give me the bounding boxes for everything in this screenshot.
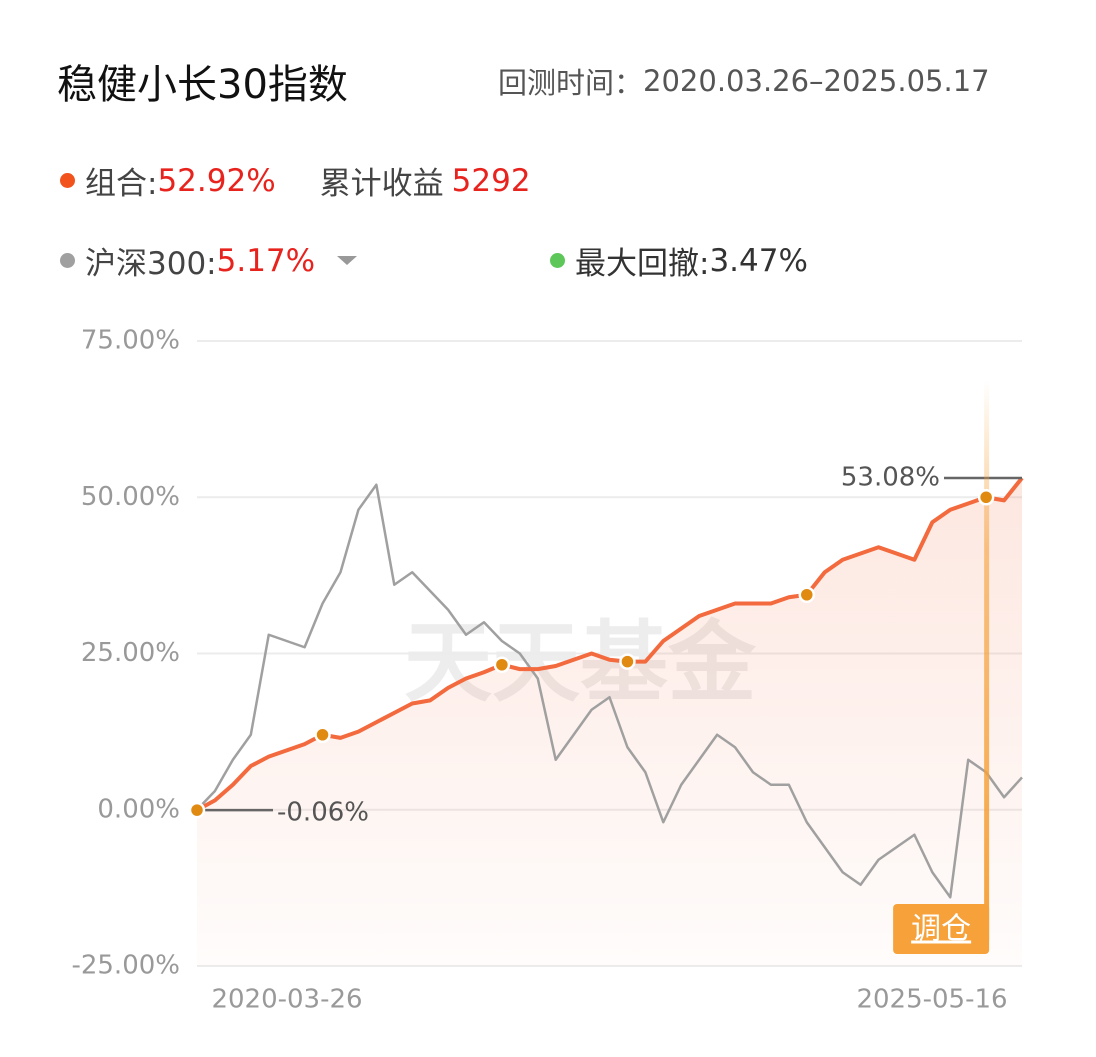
y-tick-label: -25.00% <box>71 951 180 981</box>
legend-value: 52.92% <box>157 162 276 199</box>
x-tick-label: 2020-03-26 <box>211 985 362 1015</box>
legend-row: 最大回撤: 3.47% <box>550 238 808 283</box>
button-label: 调仓 <box>911 912 971 947</box>
max-label: 53.08% <box>841 463 940 493</box>
legend-row: 沪深300: 5.17% <box>60 238 358 283</box>
title: 稳健小长30指数 <box>57 62 348 108</box>
rebalance-dot <box>314 726 331 743</box>
legend-dot <box>550 253 565 268</box>
x-tick-label: 2025-05-16 <box>856 985 1007 1015</box>
y-tick-label: 0.00% <box>97 794 180 824</box>
y-tick-label: 75.00% <box>81 326 180 356</box>
period-value: 2020.03.26–2025.05.17 <box>643 64 990 98</box>
legend-label: 沪深300: <box>85 246 217 282</box>
rebalance-dot <box>188 801 206 819</box>
legend-value: 5.17% <box>216 242 316 279</box>
legend-value: 3.47% <box>709 242 808 279</box>
legend-label: 组合: <box>85 166 158 202</box>
legend-dot <box>60 253 75 268</box>
area <box>197 478 1022 966</box>
rebalance-dot <box>619 653 636 670</box>
rebalance-dot <box>493 656 511 673</box>
start-label: -0.06% <box>277 798 369 828</box>
rebalance-dot <box>798 586 816 603</box>
rebalance-button[interactable]: 调仓 <box>893 904 990 954</box>
legend-row: 组合: 52.92% 累计收益 5292 <box>60 158 531 203</box>
legend-dot <box>60 173 75 188</box>
y-tick-label: 50.00% <box>81 482 180 512</box>
dropdown-arrow[interactable] <box>337 256 358 265</box>
cumulative-label: 累计收益 <box>319 166 444 202</box>
legend-label: 最大回撤: <box>575 246 710 282</box>
y-tick-label: 25.00% <box>81 638 180 668</box>
cumulative-value: 5292 <box>451 162 531 199</box>
line <box>196 476 1024 812</box>
period-label: 回测时间： <box>498 66 644 100</box>
line <box>196 483 1023 899</box>
rebalance-line <box>984 380 990 940</box>
rebalance-dot <box>977 489 995 506</box>
button-bg <box>893 904 990 954</box>
period: 回测时间： 2020.03.26–2025.05.17 <box>498 60 990 102</box>
